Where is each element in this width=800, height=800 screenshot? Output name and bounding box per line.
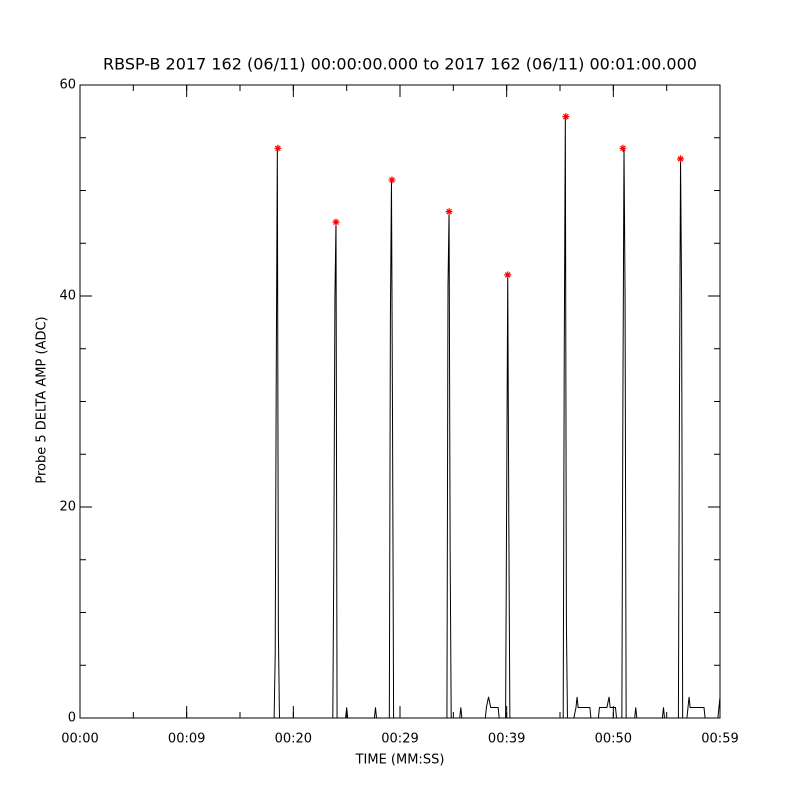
peak-marker (619, 144, 627, 152)
x-tick-label: 00:09 (168, 732, 205, 747)
y-axis-label: Probe 5 DELTA AMP (ADC) (35, 316, 50, 483)
y-tick-label: 40 (59, 289, 76, 304)
peak-marker (388, 176, 396, 184)
peak-marker (562, 113, 570, 121)
x-tick-label: 00:39 (488, 732, 525, 747)
peak-marker (445, 208, 453, 216)
chart-title: RBSP-B 2017 162 (06/11) 00:00:00.000 to … (103, 55, 697, 74)
peak-marker (332, 218, 340, 226)
peak-marker (677, 155, 685, 163)
peak-marker (504, 271, 512, 279)
x-tick-label: 00:50 (595, 732, 632, 747)
y-tick-label: 60 (59, 78, 76, 93)
y-tick-label: 20 (59, 500, 76, 515)
x-axis-label: TIME (MM:SS) (355, 753, 445, 768)
y-tick-label: 0 (68, 711, 76, 726)
x-tick-label: 00:00 (61, 732, 98, 747)
x-tick-label: 00:29 (381, 732, 418, 747)
x-tick-label: 00:20 (275, 732, 312, 747)
x-tick-label: 00:59 (701, 732, 738, 747)
peak-marker (274, 144, 282, 152)
data-line (80, 116, 721, 719)
